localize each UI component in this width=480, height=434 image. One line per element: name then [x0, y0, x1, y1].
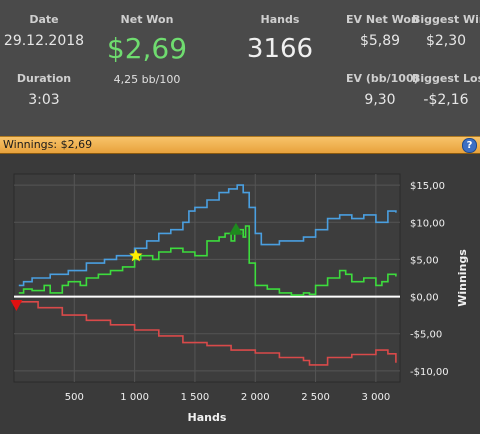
biggest-win-label: Biggest Win: [412, 13, 480, 26]
y-axis-title: Winnings: [456, 249, 469, 307]
ev-bb-label: EV (bb/100): [346, 72, 419, 85]
chart-titlebar: Winnings: $2,69 ?: [0, 136, 480, 154]
winnings-chart: $15,00 $10,00 $5,00 $0,00 -$5,00 -$10,00 500 1…: [10, 173, 469, 424]
ev-netwon-label: EV Net Won: [346, 13, 419, 26]
netwon-label: Net Won: [120, 13, 174, 26]
x-tick-label: 3 000: [362, 392, 391, 403]
x-tick-label: 500: [65, 392, 84, 403]
biggest-loss-label: Biggest Loss: [412, 72, 480, 85]
biggest-loss-value: -$2,16: [423, 92, 469, 108]
grid-lines: [14, 174, 400, 382]
max-marker: [228, 222, 243, 235]
hands-label: Hands: [260, 13, 300, 26]
y-tick-label: $5,00: [410, 255, 439, 266]
ev-series-line: [18, 184, 397, 287]
marker-layer: [10, 222, 243, 311]
min-marker: [10, 300, 23, 311]
duration-label: Duration: [16, 72, 72, 85]
ev-netwon-value: $5,89: [359, 33, 401, 49]
date-label: Date: [29, 13, 59, 26]
x-tick-label: 1 000: [120, 392, 149, 403]
nonshowdown-series-line: [18, 301, 397, 366]
x-tick-label: 2 500: [301, 392, 330, 403]
duration-value: 3:03: [28, 92, 60, 108]
y-tick-labels: $15,00 $10,00 $5,00 $0,00 -$5,00 -$10,00: [410, 181, 449, 378]
bb-per-100-value: 4,25 bb/100: [113, 73, 181, 86]
chart-title: Winnings: $2,69: [3, 138, 93, 151]
x-axis-title: Hands: [188, 411, 227, 424]
stats-header: Date 29.12.2018 Duration 3:03 Net Won $2…: [0, 0, 480, 137]
star-marker: [129, 248, 143, 262]
ev-bb-value: 9,30: [364, 92, 396, 108]
y-tick-label: $15,00: [410, 181, 445, 192]
y-tick-label: $10,00: [410, 218, 445, 229]
help-icon[interactable]: ?: [462, 138, 477, 153]
x-tick-label: 2 000: [241, 392, 270, 403]
y-tick-label: -$10,00: [410, 367, 449, 378]
netwon-value: $2,69: [106, 32, 188, 65]
x-tick-labels: 500 1 000 1 500 2 000 2 500 3 000: [65, 392, 390, 403]
biggest-win-value: $2,30: [425, 33, 467, 49]
hands-value: 3166: [246, 34, 314, 64]
date-value: 29.12.2018: [3, 33, 85, 49]
y-tick-label: -$5,00: [410, 330, 442, 341]
y-tick-label: $0,00: [410, 293, 439, 304]
x-tick-label: 1 500: [181, 392, 210, 403]
